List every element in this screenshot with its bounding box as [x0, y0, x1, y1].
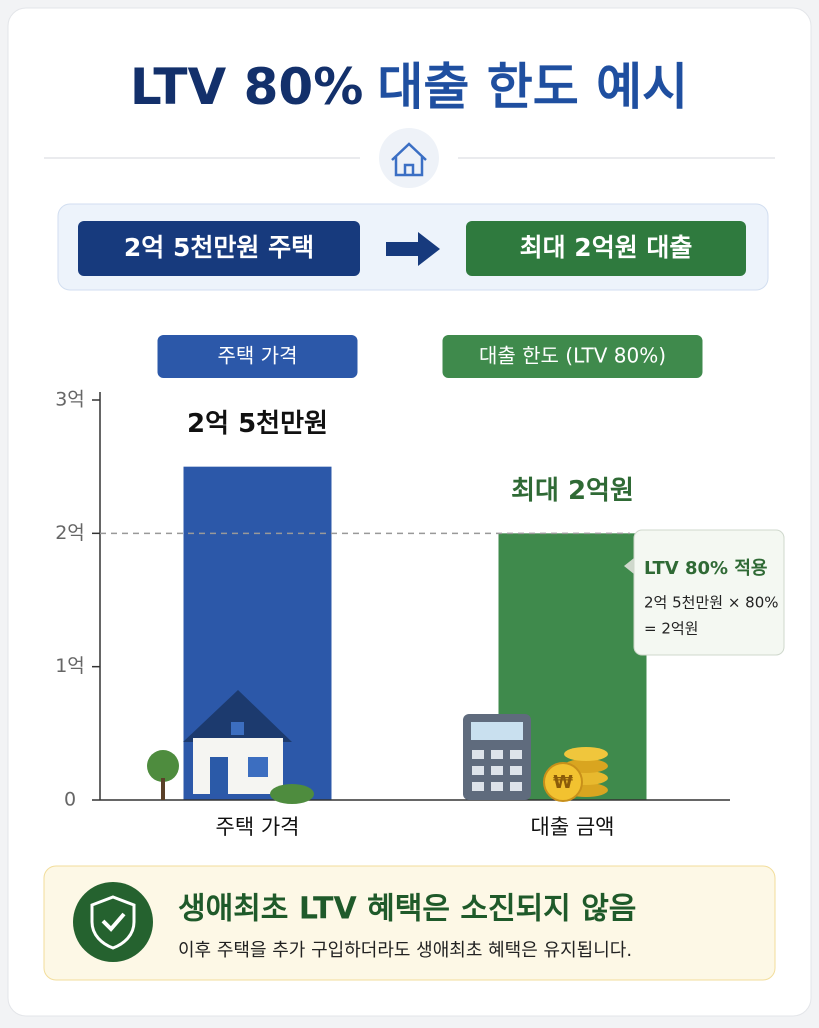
y-tick-label: 3억 [55, 389, 85, 411]
house-illustration [147, 690, 314, 804]
footer-title: 생애최초 LTV 혜택은 소진되지 않음 [178, 892, 636, 927]
to-pill [466, 221, 746, 276]
series-header: 주택 가격 [218, 344, 298, 368]
y-tick-label: 2억 [55, 522, 85, 544]
series-header-chip [442, 335, 703, 378]
coins-illustration: ₩ [543, 747, 608, 802]
house-icon [391, 142, 427, 177]
shield-bg [73, 882, 153, 962]
annotation-line: 2억 5천만원 × 80% [644, 594, 779, 612]
footer-box [43, 865, 776, 981]
series-header: 대출 한도 (LTV 80%) [479, 344, 666, 368]
annotation-title: LTV 80% 적용 [644, 558, 767, 579]
icon-bg [379, 128, 439, 188]
calculator-illustration [463, 714, 531, 800]
series-header-chip [157, 335, 358, 378]
shield-icon [90, 895, 136, 950]
footer-text: 이후 주택을 추가 구입하더라도 생애최초 혜택은 유지됩니다. [178, 940, 632, 961]
annotation-pointer [624, 558, 634, 574]
from-text: 2억 5천만원 주택 [124, 233, 314, 262]
check-icon [101, 912, 126, 932]
annotation-box [633, 529, 785, 656]
y-tick-label: 0 [64, 789, 76, 811]
y-tick-label: 1억 [55, 655, 85, 677]
annotation-line: = 2억원 [644, 620, 698, 638]
from-pill [78, 221, 360, 276]
x-tick-label: 주택 가격 [216, 815, 300, 839]
svg-text:₩: ₩ [553, 772, 573, 793]
title: LTV 80% 대출 한도 예시 [130, 58, 688, 116]
title-main: LTV 80% [130, 58, 363, 116]
to-text: 최대 2억원 대출 [520, 233, 693, 262]
arrow [386, 232, 440, 266]
x-tick-label: 대출 금액 [531, 815, 615, 839]
title-rest: 대출 한도 예시 [377, 58, 688, 116]
value-label: 2억 5천만원 [187, 409, 328, 439]
value-label: 최대 2억원 [511, 476, 634, 506]
